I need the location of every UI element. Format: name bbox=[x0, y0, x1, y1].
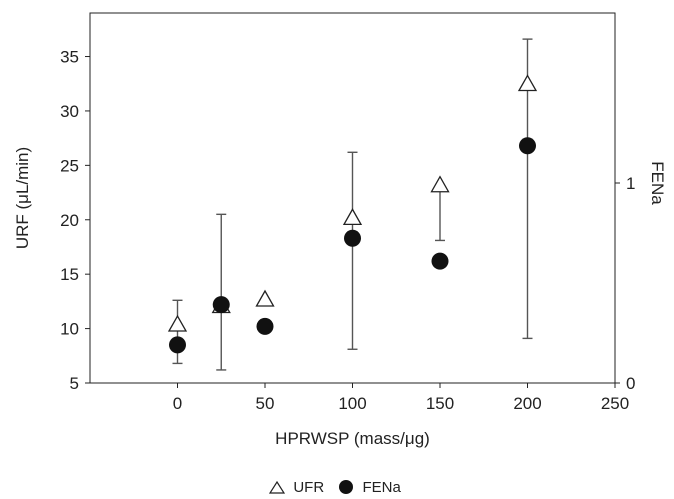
legend-label-ufr: UFR bbox=[293, 478, 325, 496]
ufr-point bbox=[255, 289, 275, 307]
fena-point bbox=[212, 296, 230, 314]
error-bars bbox=[172, 38, 533, 371]
fena-point bbox=[431, 252, 449, 270]
x-tick-label: 50 bbox=[256, 394, 275, 413]
fena-point bbox=[256, 317, 274, 335]
y-tick-label: 35 bbox=[60, 48, 79, 67]
y2-tick-label: 1 bbox=[626, 174, 635, 193]
x-tick-label: 200 bbox=[513, 394, 541, 413]
y2-axis-title: FENa bbox=[648, 161, 667, 205]
y-axis-ticks: 5 10 15 20 25 30 35 bbox=[60, 48, 90, 393]
x-tick-label: 250 bbox=[601, 394, 629, 413]
x-axis-ticks: 0 50 100 150 200 250 bbox=[173, 383, 629, 413]
fena-point bbox=[344, 229, 361, 247]
legend-circle-icon bbox=[339, 480, 354, 495]
y-tick-label: 5 bbox=[70, 374, 79, 393]
legend-label-fena: FENa bbox=[362, 478, 401, 496]
y-tick-label: 20 bbox=[60, 211, 79, 230]
ufr-point bbox=[430, 175, 450, 193]
x-tick-label: 0 bbox=[173, 394, 182, 413]
y-axis-title: URF (μL/min) bbox=[13, 147, 32, 249]
legend-triangle-icon bbox=[269, 480, 286, 494]
ufr-point bbox=[517, 74, 538, 92]
fena-point bbox=[169, 336, 186, 354]
ufr-point bbox=[167, 314, 188, 332]
x-tick-label: 150 bbox=[426, 394, 454, 413]
y-tick-label: 15 bbox=[60, 265, 79, 284]
legend: UFR FENa bbox=[0, 478, 674, 496]
y2-axis-ticks: 01 bbox=[615, 174, 635, 393]
fena-point bbox=[519, 137, 536, 155]
data-markers bbox=[167, 74, 538, 354]
y-tick-label: 25 bbox=[60, 156, 79, 175]
y2-tick-label: 0 bbox=[626, 374, 635, 393]
ufr-point bbox=[342, 208, 363, 226]
x-axis-title: HPRWSP (mass/μg) bbox=[275, 429, 430, 448]
y-tick-label: 10 bbox=[60, 320, 79, 339]
x-tick-label: 100 bbox=[338, 394, 366, 413]
y-tick-label: 30 bbox=[60, 102, 79, 121]
